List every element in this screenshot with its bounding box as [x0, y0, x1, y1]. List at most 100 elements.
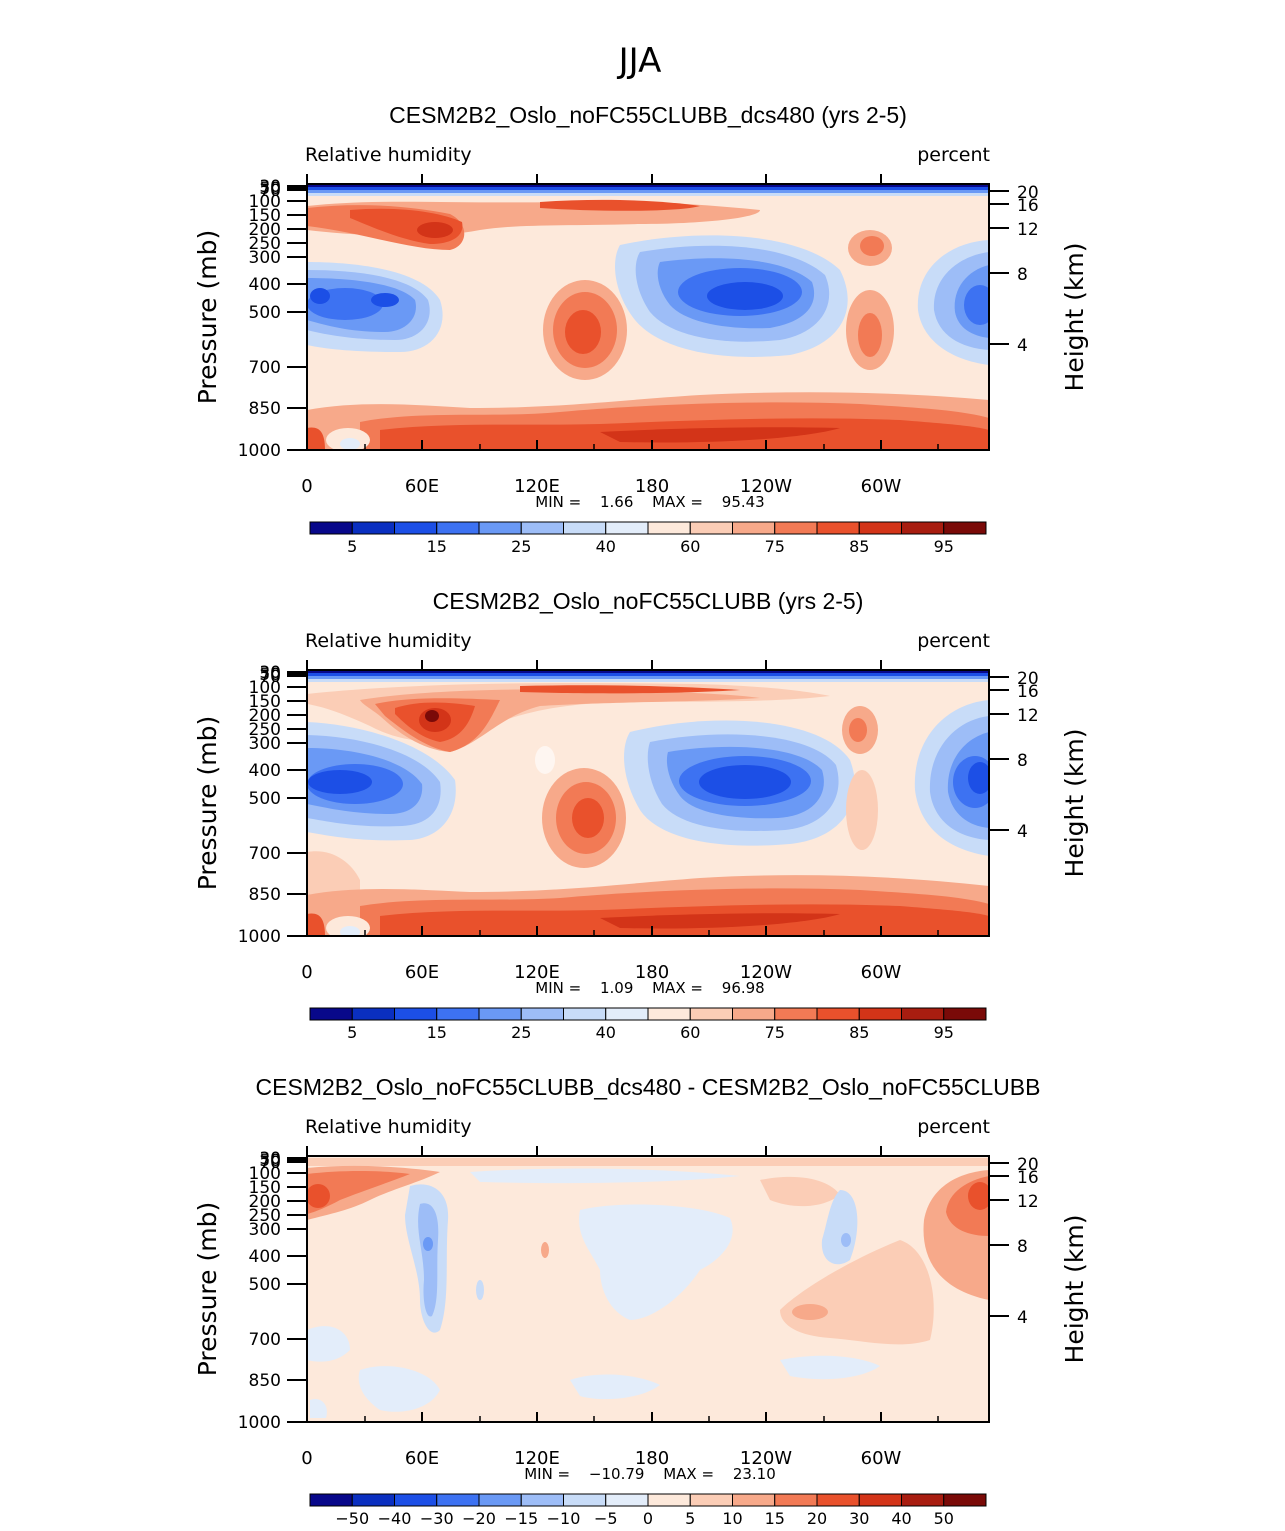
colorbar-label: 40 [596, 537, 616, 556]
x-tick-label: 60E [405, 1448, 439, 1469]
colorbar-label: 85 [849, 1023, 869, 1042]
left-string: Relative humidity [305, 144, 472, 166]
colorbar-swatch [816, 1493, 860, 1507]
y-tick-label: 1000 [238, 1413, 281, 1433]
y-tick-label: 70 [259, 667, 281, 687]
colorbar-label: 10 [722, 1509, 742, 1528]
colorbar-swatch [436, 1007, 480, 1021]
y-tick-label: 200 [249, 220, 281, 240]
colorbar-swatch [943, 1007, 987, 1021]
x-tick-label: 0 [301, 1448, 312, 1469]
y-tick-label: 30 [259, 663, 281, 683]
x-tick-label: 60E [405, 962, 439, 983]
colorbar-label: 40 [891, 1509, 911, 1528]
colorbar: 5 15 25 40 60 75 85 95 [309, 521, 987, 556]
x-tick-label: 180 [635, 476, 669, 497]
colorbar-label: 20 [807, 1509, 827, 1528]
colorbar-swatch [732, 521, 776, 535]
y-tick-label: 700 [249, 358, 281, 378]
max-label: MAX = [652, 979, 703, 997]
y-axis-label-right: Height (km) [1060, 243, 1089, 392]
colorbar-label: 75 [765, 1023, 785, 1042]
min-value: −10.79 [589, 1465, 645, 1483]
colorbar-swatch [563, 1493, 607, 1507]
y-tick-label: 150 [249, 692, 281, 712]
y-tick-label: 70 [259, 181, 281, 201]
colorbar-swatch [901, 1493, 945, 1507]
x-tick-label: 180 [635, 1448, 669, 1469]
y-tick-label: 30 [259, 177, 281, 197]
colorbar-swatch [351, 1007, 395, 1021]
x-tick-label: 60W [861, 962, 902, 983]
x-tick-label: 0 [301, 962, 312, 983]
y-tick-label: 250 [249, 720, 281, 740]
colorbar-swatch [478, 1007, 522, 1021]
y-right-tick-label: 16 [1017, 682, 1039, 702]
colorbar-swatch [309, 521, 353, 535]
colorbar: −50 −40 −30 −20 −15 −10 −5 0 5 10 15 20 30 40 50 [309, 1493, 987, 1528]
max-value: 95.43 [722, 493, 765, 511]
contour-field [307, 184, 989, 450]
right-string: percent [917, 1116, 990, 1138]
colorbar-label: 25 [511, 1023, 531, 1042]
left-string: Relative humidity [305, 630, 472, 652]
y-right-tick-label: 12 [1017, 706, 1039, 726]
stats-line: MIN = 1.09 MAX = 96.98 [535, 979, 764, 997]
colorbar-swatch [520, 1493, 564, 1507]
x-tick-label: 60E [405, 476, 439, 497]
figure-title: JJA [617, 41, 662, 81]
y-tick-label: 30 [259, 1149, 281, 1169]
colorbar-label: 85 [849, 537, 869, 556]
colorbar-swatch [605, 1007, 649, 1021]
colorbar-swatch [901, 521, 945, 535]
colorbar-swatch [520, 1007, 564, 1021]
colorbar-swatch [689, 1493, 733, 1507]
colorbar-swatch [647, 1007, 691, 1021]
x-tick-label: 120E [514, 1448, 560, 1469]
max-label: MAX = [652, 493, 703, 511]
y-tick-label: 100 [249, 678, 281, 698]
y-tick-label: 250 [249, 1206, 281, 1226]
colorbar-swatch [351, 521, 395, 535]
contour-field [307, 670, 989, 936]
colorbar-label: 25 [511, 537, 531, 556]
colorbar-label: 30 [849, 1509, 869, 1528]
colorbar-swatch [689, 1007, 733, 1021]
colorbar-label: 0 [643, 1509, 653, 1528]
colorbar-label: 15 [765, 1509, 785, 1528]
panel-title: CESM2B2_Oslo_noFC55CLUBB (yrs 2-5) [433, 588, 864, 614]
y-right-tick-label: 8 [1017, 1237, 1028, 1257]
x-tick-label: 120W [740, 962, 792, 983]
y-right-tick-label: 20 [1017, 183, 1039, 203]
x-tick-label: 60W [861, 476, 902, 497]
panel-title: CESM2B2_Oslo_noFC55CLUBB_dcs480 (yrs 2-5… [389, 102, 907, 128]
colorbar-label: 95 [934, 1023, 954, 1042]
colorbar-swatch [309, 1007, 353, 1021]
left-string: Relative humidity [305, 1116, 472, 1138]
colorbar-label: 50 [934, 1509, 954, 1528]
min-label: MIN = [535, 979, 581, 997]
y-tick-label: 50 [259, 665, 281, 685]
y-tick-label: 1000 [238, 927, 281, 947]
max-value: 23.10 [733, 1465, 776, 1483]
plot-frame [306, 669, 990, 937]
colorbar-swatch [394, 521, 438, 535]
y-tick-label: 1000 [238, 441, 281, 461]
colorbar-swatch [436, 521, 480, 535]
colorbar-label: 5 [347, 537, 357, 556]
y-axis-label: Pressure (mb) [193, 1202, 222, 1376]
y-tick-label: 250 [249, 234, 281, 254]
plot-frame [306, 1155, 990, 1423]
y-tick-label: 500 [249, 303, 281, 323]
colorbar-swatch [858, 1493, 902, 1507]
colorbar-swatch [520, 521, 564, 535]
y-tick-label: 850 [249, 1371, 281, 1391]
colorbar-label: −15 [504, 1509, 538, 1528]
y-tick-label: 700 [249, 844, 281, 864]
colorbar-swatch [816, 1007, 860, 1021]
y-right-tick-label: 12 [1017, 1192, 1039, 1212]
y-axis-label: Pressure (mb) [193, 230, 222, 404]
